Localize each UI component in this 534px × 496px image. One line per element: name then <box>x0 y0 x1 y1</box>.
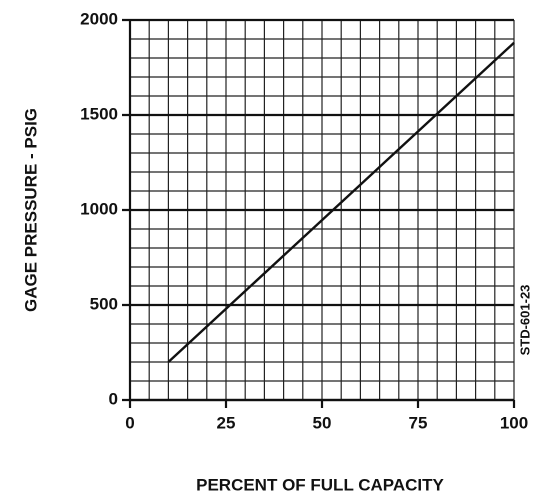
y-tick-label: 500 <box>90 294 118 313</box>
x-tick-label: 25 <box>217 413 236 432</box>
data-line <box>167 41 515 363</box>
y-tick-label: 0 <box>109 389 118 408</box>
y-tick-label: 1000 <box>80 199 118 218</box>
y-tick-label: 1500 <box>80 104 118 123</box>
x-tick-label: 0 <box>125 413 134 432</box>
y-axis-label: GAGE PRESSURE - PSIG <box>21 108 40 312</box>
x-tick-label: 75 <box>409 413 428 432</box>
x-tick-label: 100 <box>500 413 528 432</box>
x-axis-label: PERCENT OF FULL CAPACITY <box>196 475 444 494</box>
x-tick-label: 50 <box>313 413 332 432</box>
y-tick-label: 2000 <box>80 9 118 28</box>
annotation: STD-601-23 <box>517 285 532 356</box>
